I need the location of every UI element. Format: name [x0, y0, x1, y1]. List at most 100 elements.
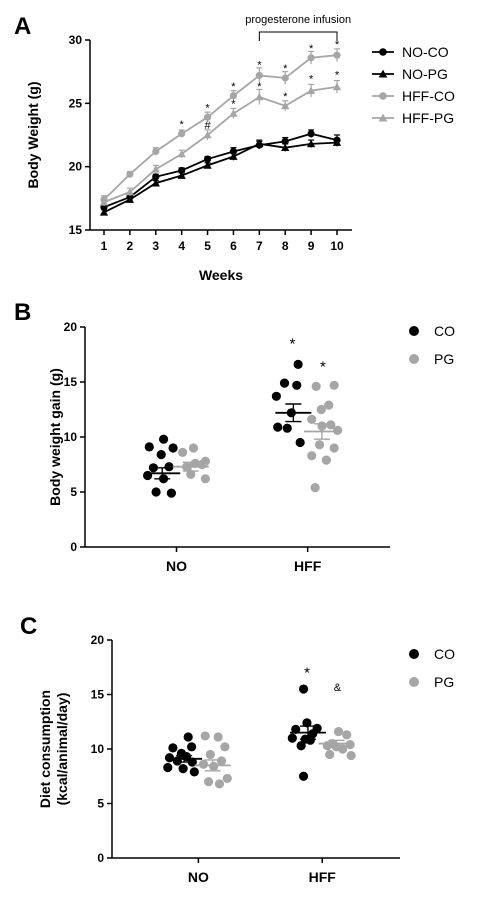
legend-label: NO-CO [402, 44, 449, 60]
data-point [168, 443, 178, 453]
y-tick-label: 15 [91, 688, 105, 702]
series-line-hff-pg [103, 85, 338, 203]
data-point [178, 166, 186, 175]
data-point [345, 740, 355, 750]
y-tick-label: 10 [91, 742, 105, 756]
legend-label: PG [434, 351, 454, 367]
panel-c-axes: 0 5 10 15 20 NO HFF [91, 633, 400, 885]
data-point [324, 400, 334, 410]
data-point [178, 130, 186, 138]
data-point [177, 149, 186, 158]
y-tick-label: 25 [69, 96, 83, 110]
panel-c-y-label-line: (kcal/animal/day) [54, 693, 70, 806]
significance-marker: * [257, 81, 262, 93]
legend-item-co: CO [409, 323, 455, 339]
panel-a: A 15 20 25 30 1 2 3 4 5 6 7 8 9 10 * * # * * * * * * * * * * prog… [14, 13, 455, 283]
data-point [203, 155, 212, 163]
legend-item-hff-pg: HFF-PG [372, 110, 454, 126]
significance-marker: * [335, 69, 340, 81]
legend-label: NO-PG [402, 66, 448, 82]
series-line-no-pg [103, 141, 338, 214]
panel-letter-b: B [14, 299, 31, 326]
data-point [298, 684, 309, 694]
category-label-hff: HFF [294, 558, 322, 574]
data-point [152, 173, 160, 181]
panel-letter-c: C [20, 613, 37, 640]
data-point [203, 161, 212, 169]
data-point [307, 130, 315, 138]
x-tick-label: 10 [330, 239, 344, 253]
data-point [125, 195, 135, 203]
x-tick-label: 7 [256, 239, 263, 253]
data-point [314, 440, 325, 450]
legend-item-no-co: NO-CO [372, 44, 449, 60]
data-point [255, 71, 263, 80]
legend-marker [379, 48, 387, 56]
data-point [158, 434, 169, 444]
significance-marker: * [283, 63, 288, 75]
data-point [255, 139, 264, 148]
data-point [229, 109, 238, 117]
significance-marker: # [204, 120, 211, 132]
data-point [293, 359, 303, 369]
data-point [151, 165, 160, 173]
significance-marker: * [304, 665, 310, 682]
y-tick-label: 0 [70, 540, 77, 554]
data-point [183, 732, 193, 742]
data-point [209, 761, 219, 772]
data-point [295, 437, 305, 448]
data-point [99, 208, 109, 216]
legend-item-no-pg: NO-PG [372, 66, 448, 82]
x-tick-label: 5 [204, 239, 211, 253]
data-point [156, 450, 166, 460]
data-point [178, 447, 188, 457]
data-point [187, 757, 197, 767]
legend-label: CO [434, 323, 455, 339]
data-point [177, 171, 186, 179]
x-tick-label: 2 [127, 239, 134, 253]
data-point [302, 718, 312, 728]
data-point [163, 762, 173, 773]
significance-marker: * [309, 43, 314, 55]
data-point [342, 730, 352, 740]
data-point [203, 130, 212, 139]
progesterone-bracket: progesterone infusion [245, 14, 351, 41]
data-point [305, 735, 315, 745]
data-point [325, 749, 335, 760]
significance-marker: * [231, 81, 236, 93]
x-tick-label: 6 [230, 239, 237, 253]
significance-marker: * [335, 39, 340, 51]
data-point [216, 756, 227, 766]
data-point [178, 764, 188, 774]
significance-marker: * [231, 99, 236, 111]
legend-item-co: CO [409, 646, 455, 662]
data-point [214, 779, 225, 789]
legend-marker [409, 677, 419, 687]
data-point [144, 442, 154, 452]
significance-marker: * [257, 59, 262, 71]
category-label-no: NO [166, 558, 187, 574]
data-point [282, 423, 292, 433]
significance-marker: * [205, 102, 210, 114]
panel-letter-a: A [14, 13, 31, 40]
data-point [292, 380, 302, 390]
data-point [281, 74, 289, 82]
data-point [281, 101, 290, 110]
legend-marker [378, 69, 388, 78]
data-point [287, 733, 297, 743]
data-point [316, 404, 326, 415]
data-point [151, 487, 161, 497]
data-point [306, 139, 316, 148]
data-point [326, 420, 336, 430]
data-point [271, 391, 281, 401]
panel-c: C 0 5 10 15 20 NO HFF * & Diet consumption (kcal… [20, 613, 455, 885]
data-point [166, 488, 176, 498]
data-point [220, 742, 230, 752]
legend-item-pg: PG [409, 674, 454, 690]
data-point [190, 458, 200, 468]
x-tick-label: 3 [152, 239, 159, 253]
data-point [298, 771, 309, 781]
data-point [168, 743, 178, 753]
